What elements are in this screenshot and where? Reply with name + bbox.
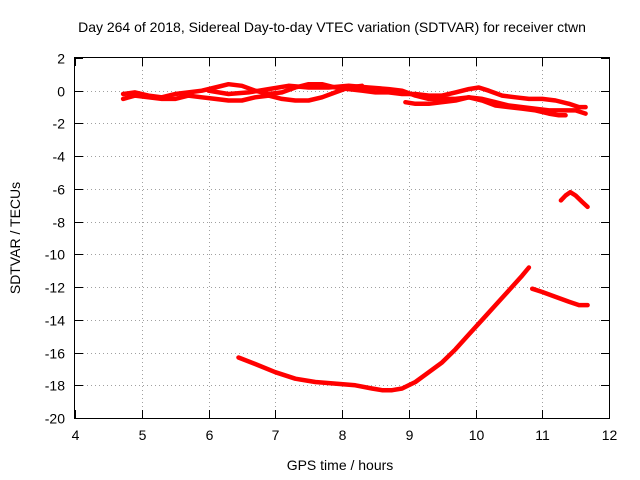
x-tick-label: 9 [406,427,414,443]
y-tick-label: -6 [53,182,66,198]
plot-frame [74,57,610,419]
x-tick-label: 6 [206,427,214,443]
x-tick-label: 4 [72,427,80,443]
series-line-track-a [120,81,588,110]
series-line-track-g [236,265,532,393]
x-tick-label: 10 [469,427,485,443]
chart-title: Day 264 of 2018, Sidereal Day-to-day VTE… [78,19,586,35]
x-tick-label: 12 [602,427,618,443]
series-line-track-f [529,286,590,308]
series-line-track-e [558,189,590,210]
series-layer [120,81,590,393]
y-tick-label: -12 [45,280,65,296]
y-tick-label: 2 [57,51,65,67]
y-axis-label: SDTVAR / TECUs [7,182,23,294]
x-tick-label: 5 [139,427,147,443]
x-axis-label: GPS time / hours [287,457,394,473]
series-line-track-d [403,95,568,118]
y-tick-label: -18 [45,378,65,394]
y-tick-label: 0 [57,84,65,100]
x-tick-label: 8 [339,427,347,443]
y-tick-label: -20 [45,411,65,427]
grid-layer [75,58,609,418]
y-tick-label: -2 [53,116,66,132]
x-tick-label: 7 [272,427,280,443]
y-tick-label: -10 [45,247,65,263]
x-tick-label: 11 [535,427,550,443]
y-tick-label: -16 [45,346,65,362]
y-tick-label: -4 [53,149,66,165]
y-tick-label: -8 [53,215,66,231]
tick-layer: 4 5 6 7 8 9 10 11 12 2 0 -2 -4 -6 -8 -10 -12 -14 -16 -18 -20 [45,51,618,444]
series-line-track-b [120,83,365,103]
y-tick-label: -14 [45,313,65,329]
